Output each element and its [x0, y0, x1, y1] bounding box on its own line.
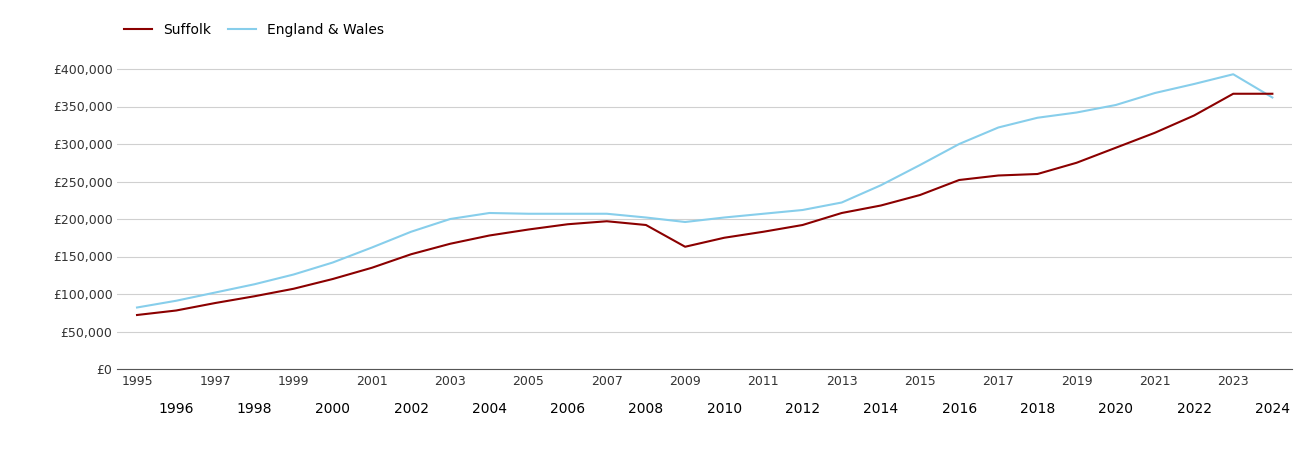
Suffolk — [716, 235, 732, 240]
England & Wales — [795, 207, 810, 213]
Suffolk — [207, 300, 223, 306]
England & Wales — [677, 219, 693, 225]
Suffolk — [364, 265, 380, 270]
Suffolk — [756, 229, 771, 234]
Suffolk — [521, 227, 536, 232]
Suffolk — [442, 241, 458, 247]
England & Wales — [716, 215, 732, 220]
Suffolk — [286, 286, 301, 292]
Suffolk — [1108, 145, 1124, 150]
Suffolk — [1030, 171, 1045, 177]
Suffolk — [873, 203, 889, 208]
England & Wales — [286, 272, 301, 277]
Suffolk — [834, 210, 850, 216]
England & Wales — [560, 211, 576, 216]
Suffolk — [247, 293, 262, 299]
Suffolk — [482, 233, 497, 238]
Legend: Suffolk, England & Wales: Suffolk, England & Wales — [124, 23, 384, 37]
England & Wales — [1030, 115, 1045, 121]
England & Wales — [873, 183, 889, 188]
England & Wales — [638, 215, 654, 220]
Suffolk — [129, 312, 145, 318]
Line: Suffolk: Suffolk — [137, 94, 1272, 315]
Suffolk — [638, 222, 654, 228]
Suffolk — [990, 173, 1006, 178]
England & Wales — [1147, 90, 1163, 96]
England & Wales — [168, 298, 184, 303]
England & Wales — [912, 162, 928, 168]
England & Wales — [990, 125, 1006, 130]
Suffolk — [1265, 91, 1280, 96]
Suffolk — [951, 177, 967, 183]
Suffolk — [403, 252, 419, 257]
Suffolk — [677, 244, 693, 249]
Suffolk — [168, 308, 184, 313]
England & Wales — [834, 200, 850, 205]
England & Wales — [1265, 95, 1280, 100]
Suffolk — [1147, 130, 1163, 135]
England & Wales — [442, 216, 458, 222]
England & Wales — [756, 211, 771, 216]
Suffolk — [1186, 113, 1202, 118]
Suffolk — [325, 276, 341, 282]
Suffolk — [560, 221, 576, 227]
England & Wales — [403, 229, 419, 234]
England & Wales — [1069, 110, 1084, 115]
England & Wales — [1225, 72, 1241, 77]
England & Wales — [247, 282, 262, 287]
Suffolk — [1225, 91, 1241, 96]
England & Wales — [207, 290, 223, 295]
England & Wales — [364, 245, 380, 250]
England & Wales — [1186, 81, 1202, 87]
Suffolk — [599, 219, 615, 224]
England & Wales — [1108, 102, 1124, 108]
Suffolk — [912, 192, 928, 198]
England & Wales — [599, 211, 615, 216]
Line: England & Wales: England & Wales — [137, 74, 1272, 307]
England & Wales — [482, 210, 497, 216]
Suffolk — [795, 222, 810, 228]
England & Wales — [325, 260, 341, 265]
England & Wales — [521, 211, 536, 216]
England & Wales — [129, 305, 145, 310]
Suffolk — [1069, 160, 1084, 166]
England & Wales — [951, 141, 967, 147]
